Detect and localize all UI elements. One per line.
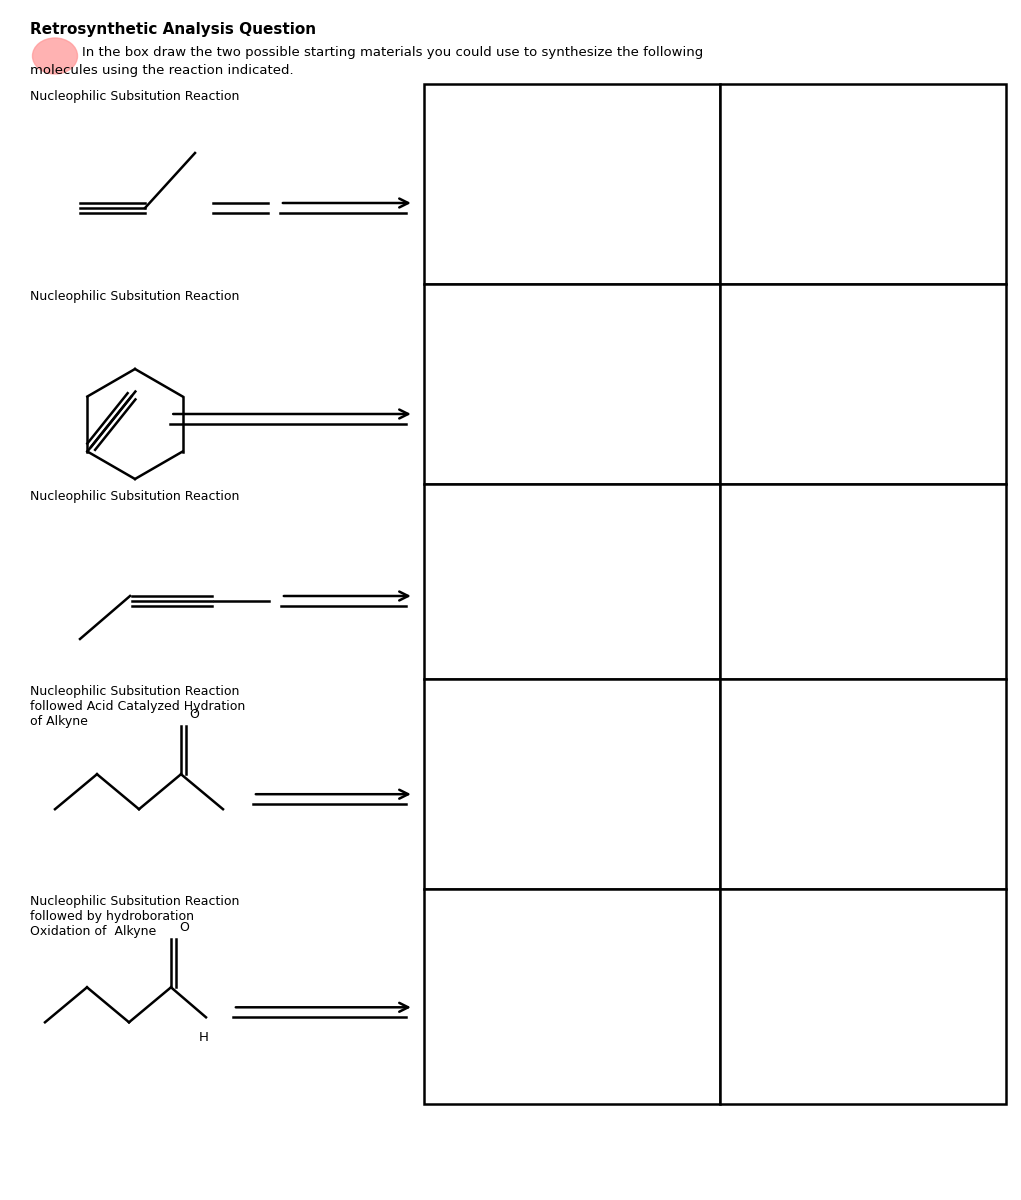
Bar: [720, 889, 1006, 1104]
Text: Nucleophilic Subsitution Reaction: Nucleophilic Subsitution Reaction: [30, 490, 239, 503]
Text: Nucleophilic Subsitution Reaction
followed by hydroboration
Oxidation of  Alkyne: Nucleophilic Subsitution Reaction follow…: [30, 895, 239, 938]
Bar: [424, 84, 720, 284]
Text: molecules using the reaction indicated.: molecules using the reaction indicated.: [30, 64, 294, 77]
Text: O: O: [179, 922, 189, 935]
Bar: [720, 484, 1006, 679]
Text: In the box draw the two possible starting materials you could use to synthesize : In the box draw the two possible startin…: [82, 46, 703, 59]
Bar: [424, 889, 720, 1104]
Bar: [424, 284, 720, 484]
Text: O: O: [189, 708, 199, 721]
Bar: [720, 679, 1006, 889]
Text: Nucleophilic Subsitution Reaction
followed Acid Catalyzed Hydration
of Alkyne: Nucleophilic Subsitution Reaction follow…: [30, 685, 245, 728]
Bar: [720, 284, 1006, 484]
Bar: [720, 84, 1006, 284]
Text: H: H: [199, 1031, 209, 1044]
Bar: [424, 484, 720, 679]
Bar: [424, 679, 720, 889]
Text: Retrosynthetic Analysis Question: Retrosynthetic Analysis Question: [30, 22, 317, 37]
Ellipse shape: [33, 38, 78, 74]
Text: Nucleophilic Subsitution Reaction: Nucleophilic Subsitution Reaction: [30, 90, 239, 103]
Text: Nucleophilic Subsitution Reaction: Nucleophilic Subsitution Reaction: [30, 290, 239, 302]
